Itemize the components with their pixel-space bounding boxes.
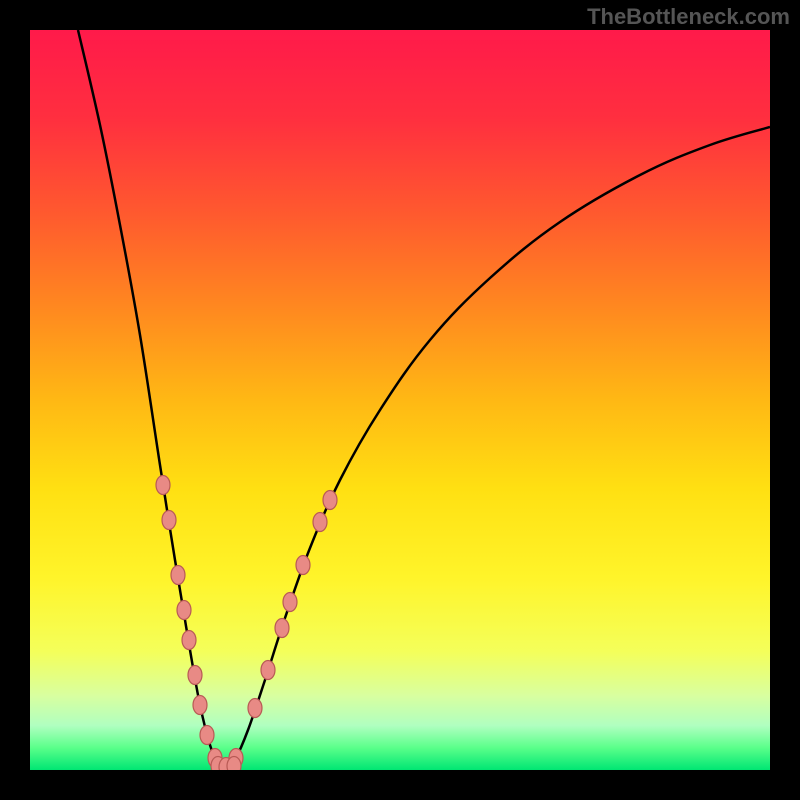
data-marker	[200, 726, 214, 745]
data-marker	[296, 556, 310, 575]
data-marker	[188, 666, 202, 685]
bottleneck-chart-svg	[0, 0, 800, 800]
data-marker	[182, 631, 196, 650]
data-marker	[248, 699, 262, 718]
data-marker	[313, 513, 327, 532]
data-marker	[261, 661, 275, 680]
data-marker	[323, 491, 337, 510]
data-marker	[162, 511, 176, 530]
data-marker	[193, 696, 207, 715]
data-marker	[275, 619, 289, 638]
plot-area-gradient	[30, 30, 770, 770]
data-marker	[156, 476, 170, 495]
data-marker	[171, 566, 185, 585]
chart-frame: TheBottleneck.com	[0, 0, 800, 800]
watermark-text: TheBottleneck.com	[587, 4, 790, 30]
data-marker	[177, 601, 191, 620]
data-marker	[283, 593, 297, 612]
